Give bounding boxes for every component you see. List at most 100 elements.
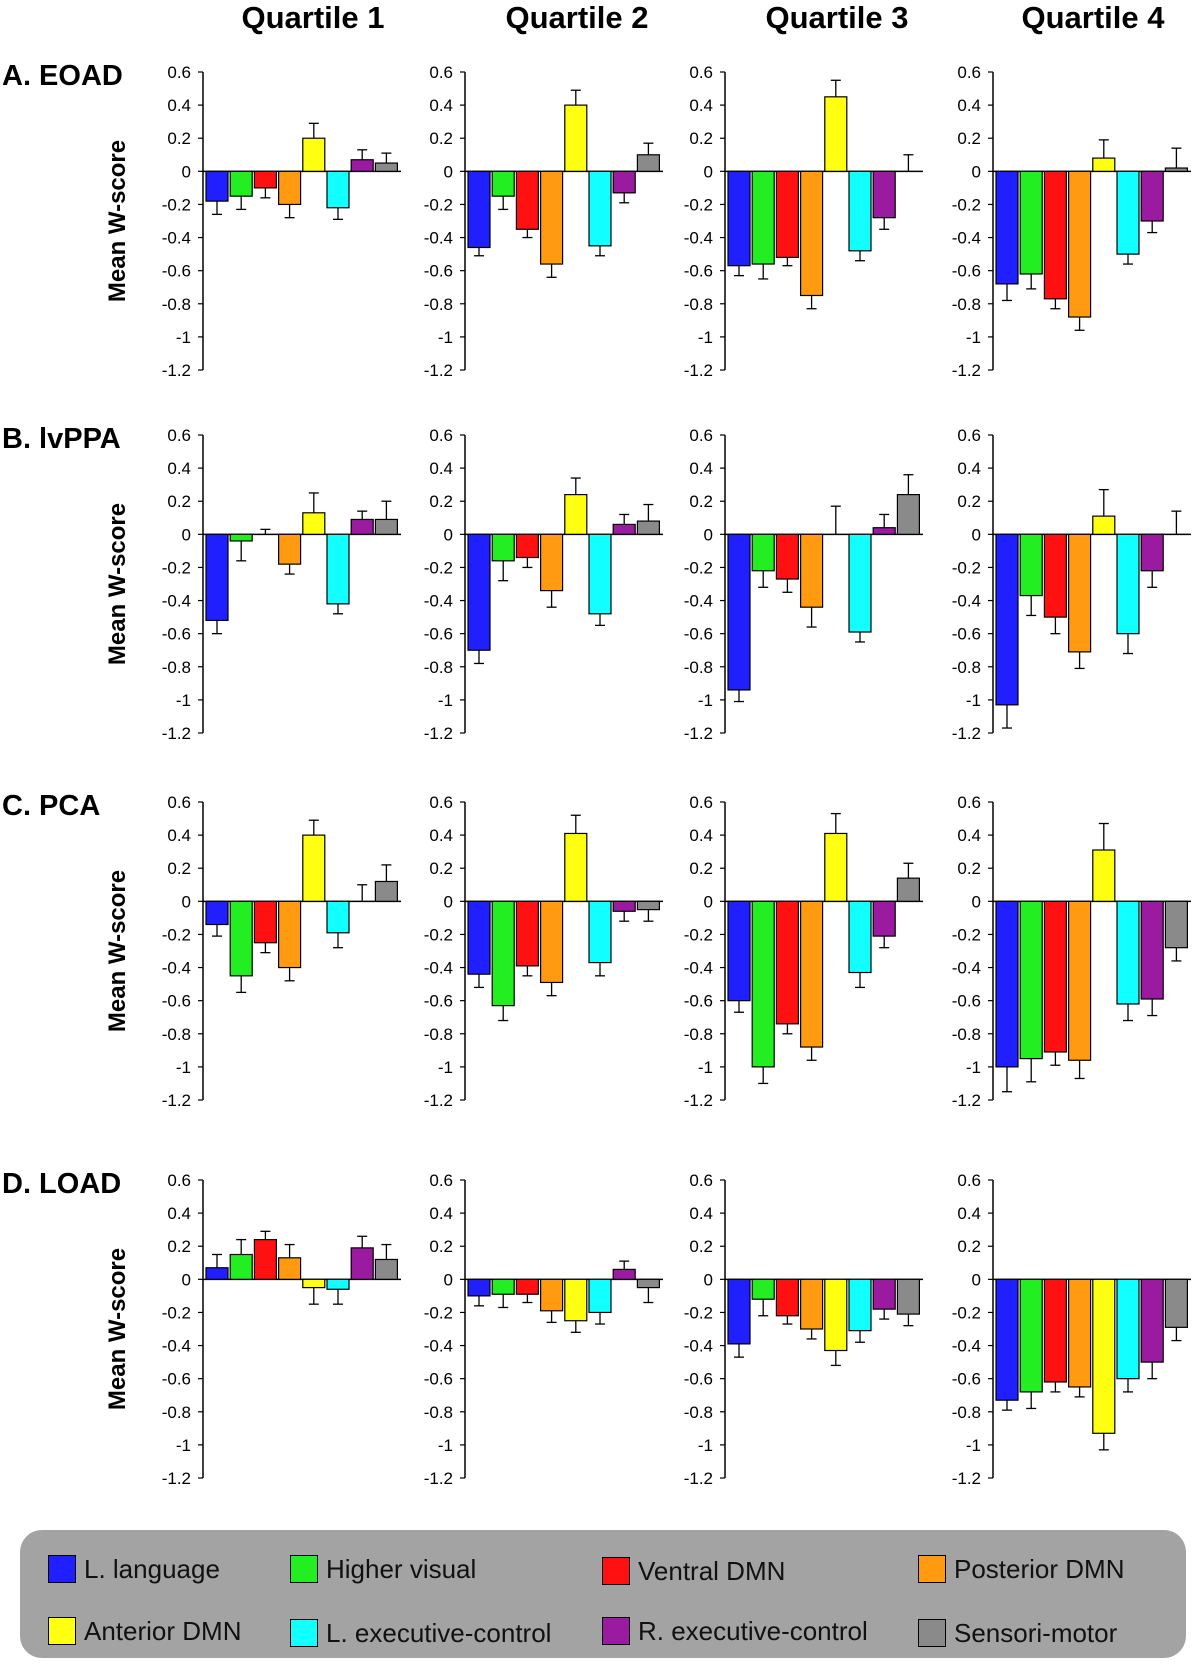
- y-tick-label: -0.4: [424, 1337, 453, 1356]
- y-tick-label: -0.4: [424, 229, 453, 248]
- y-tick-label: -0.6: [424, 1370, 453, 1389]
- bar-r-executive-control: [1140, 900, 1164, 1000]
- y-tick-label: -0.2: [162, 1303, 191, 1322]
- bar-sensori-motor: [1164, 900, 1189, 949]
- bar-posterior-dmn: [1067, 533, 1092, 653]
- y-tick-label: -1.2: [424, 361, 453, 380]
- y-tick-label: -1.2: [162, 1469, 191, 1488]
- y-tick-label: -0.8: [424, 1403, 453, 1422]
- bar-l-language: [995, 533, 1019, 706]
- y-tick-label: -0.2: [952, 1303, 981, 1322]
- y-tick-label: -0.6: [684, 1370, 713, 1389]
- bar-l-language: [205, 170, 229, 202]
- bar-posterior-dmn: [799, 1278, 824, 1330]
- bar-ventral-dmn: [253, 900, 277, 944]
- bar-sensori-motor: [1164, 1278, 1189, 1328]
- bar-anterior-dmn: [824, 1278, 848, 1352]
- y-tick-label: -0.8: [162, 1403, 191, 1422]
- y-tick-label: 0.4: [957, 459, 981, 478]
- bar-l-executive-control: [326, 533, 350, 605]
- legend-label: Sensori-motor: [954, 1617, 1118, 1648]
- y-tick-label: 0.4: [689, 826, 713, 845]
- y-tick-label: 0.6: [957, 63, 981, 82]
- y-tick-label: -0.2: [684, 558, 713, 577]
- y-tick-label: 0.4: [167, 826, 191, 845]
- legend-swatch: [48, 1617, 76, 1645]
- y-tick-label: -0.2: [162, 195, 191, 214]
- y-tick-label: 0: [972, 1270, 981, 1289]
- y-tick-label: -0.6: [684, 992, 713, 1011]
- y-tick-label: -1: [176, 691, 191, 710]
- y-tick-label: -0.8: [684, 1403, 713, 1422]
- y-tick-label: -0.6: [952, 262, 981, 281]
- bar-l-language: [205, 533, 229, 622]
- y-tick-label: -0.8: [952, 1025, 981, 1044]
- y-tick-label: -0.2: [684, 195, 713, 214]
- y-tick-label: -0.8: [952, 658, 981, 677]
- row-label-d-load: D. LOAD: [2, 1168, 121, 1200]
- y-tick-label: 0: [444, 525, 453, 544]
- y-tick-label: -1.2: [162, 724, 191, 743]
- column-header-quartile-1: Quartile 1: [242, 0, 385, 35]
- y-tick-label: -1: [176, 1436, 191, 1455]
- y-tick-label: 0.2: [429, 1237, 453, 1256]
- bar-higher-visual: [491, 170, 515, 197]
- y-tick-label: 0: [182, 525, 191, 544]
- bar-higher-visual: [751, 900, 775, 1068]
- y-tick-label: -0.4: [952, 1337, 981, 1356]
- bar-l-executive-control: [848, 533, 872, 633]
- bar-higher-visual: [229, 533, 253, 542]
- y-tick-label: 0.4: [689, 1204, 713, 1223]
- bar-ventral-dmn: [1043, 533, 1068, 618]
- bar-higher-visual: [751, 533, 775, 572]
- y-tick-label: 0.2: [689, 129, 713, 148]
- bar-ventral-dmn: [515, 900, 540, 967]
- y-tick-label: 0: [704, 162, 713, 181]
- y-tick-label: -0.6: [952, 992, 981, 1011]
- bar-higher-visual: [229, 1253, 253, 1280]
- y-tick-label: -0.8: [952, 1403, 981, 1422]
- bar-posterior-dmn: [539, 533, 564, 592]
- legend-item-ventral-dmn: Ventral DMN: [602, 1554, 785, 1588]
- legend-label: L. language: [84, 1553, 220, 1584]
- y-tick-label: 0.4: [689, 96, 713, 115]
- bar-higher-visual: [751, 170, 775, 265]
- bar-l-executive-control: [848, 170, 872, 252]
- bar-higher-visual: [1019, 1278, 1043, 1393]
- y-tick-label: -0.4: [162, 1337, 191, 1356]
- bar-r-executive-control: [612, 523, 636, 535]
- bar-sensori-motor: [1164, 167, 1189, 172]
- y-tick-label: -1: [966, 1436, 981, 1455]
- y-tick-label: 0: [444, 162, 453, 181]
- y-tick-label: -0.8: [162, 295, 191, 314]
- bar-l-executive-control: [326, 170, 350, 209]
- y-tick-label: 0.4: [167, 96, 191, 115]
- bar-ventral-dmn: [775, 900, 800, 1025]
- y-tick-label: 0.4: [957, 1204, 981, 1223]
- legend-swatch: [602, 1617, 630, 1645]
- y-tick-label: -0.8: [684, 1025, 713, 1044]
- bar-ventral-dmn: [515, 170, 540, 230]
- row-label-c-pca: C. PCA: [2, 790, 100, 822]
- bar-higher-visual: [1019, 170, 1043, 275]
- y-tick-label: 0: [444, 892, 453, 911]
- bar-anterior-dmn: [302, 512, 326, 535]
- y-tick-label: -0.6: [162, 625, 191, 644]
- bar-ventral-dmn: [775, 1278, 800, 1317]
- y-tick-label: 0.6: [689, 793, 713, 812]
- y-tick-label: -0.6: [684, 262, 713, 281]
- bar-anterior-dmn: [824, 832, 848, 902]
- y-tick-label: -0.6: [952, 1370, 981, 1389]
- y-tick-label: -0.6: [424, 992, 453, 1011]
- bar-r-executive-control: [872, 1278, 896, 1310]
- y-tick-label: -0.2: [162, 925, 191, 944]
- y-tick-label: -1.2: [162, 361, 191, 380]
- bar-sensori-motor: [374, 162, 398, 172]
- y-tick-label: 0.6: [429, 63, 453, 82]
- y-tick-label: -1: [966, 1058, 981, 1077]
- bar-anterior-dmn: [1092, 515, 1116, 535]
- bar-l-language: [467, 900, 491, 975]
- bar-posterior-dmn: [1067, 900, 1092, 1061]
- bar-l-language: [727, 1278, 751, 1345]
- y-tick-label: 0.4: [167, 459, 191, 478]
